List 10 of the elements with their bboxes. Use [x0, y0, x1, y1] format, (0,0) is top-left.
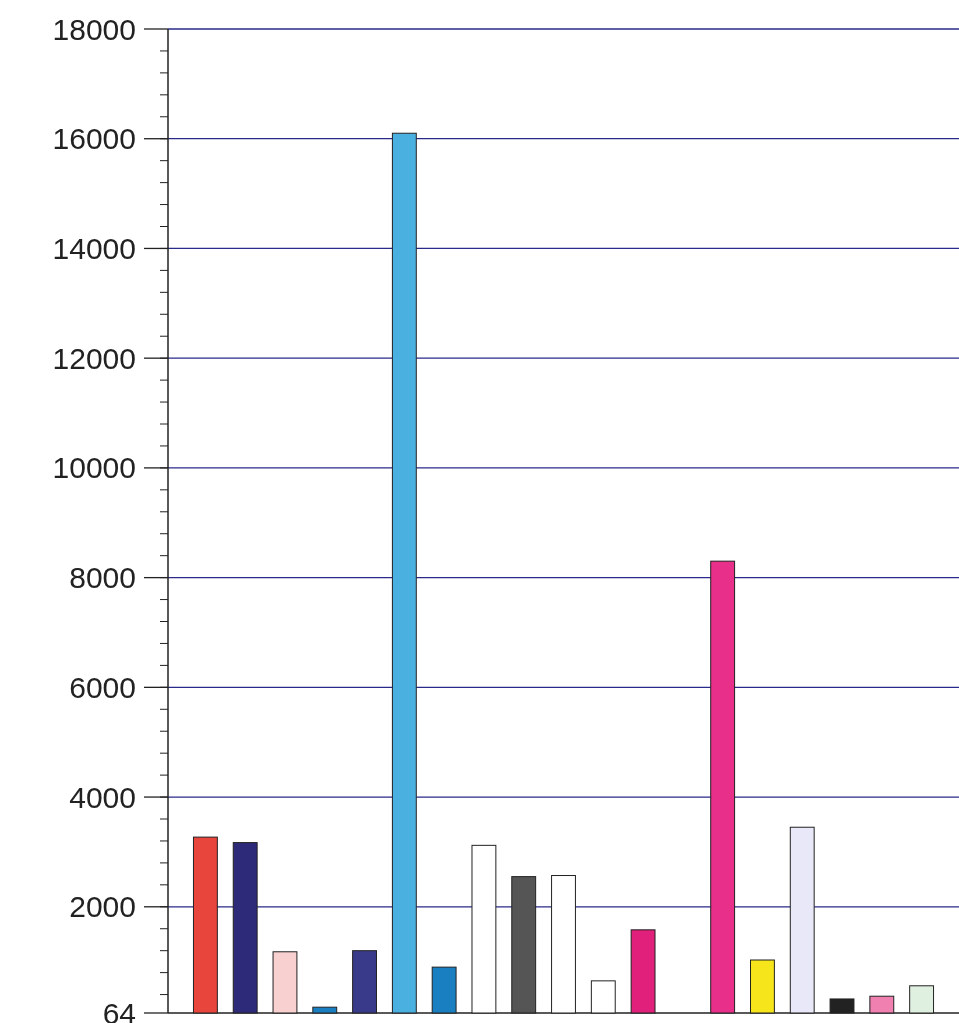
y-tick-label: 16000: [52, 122, 136, 156]
y-tick-label: 10000: [52, 451, 136, 485]
y-tick-label: 2000: [69, 890, 136, 924]
y-tick-label: 18000: [52, 12, 136, 46]
y-tick-label: 4000: [69, 780, 136, 814]
y-tick-label: 6000: [69, 670, 136, 704]
y-tick-label: 64: [102, 996, 136, 1023]
y-tick-label: 12000: [52, 341, 136, 375]
y-tick-label: 14000: [52, 231, 136, 265]
y-tick-label: 8000: [69, 561, 136, 595]
